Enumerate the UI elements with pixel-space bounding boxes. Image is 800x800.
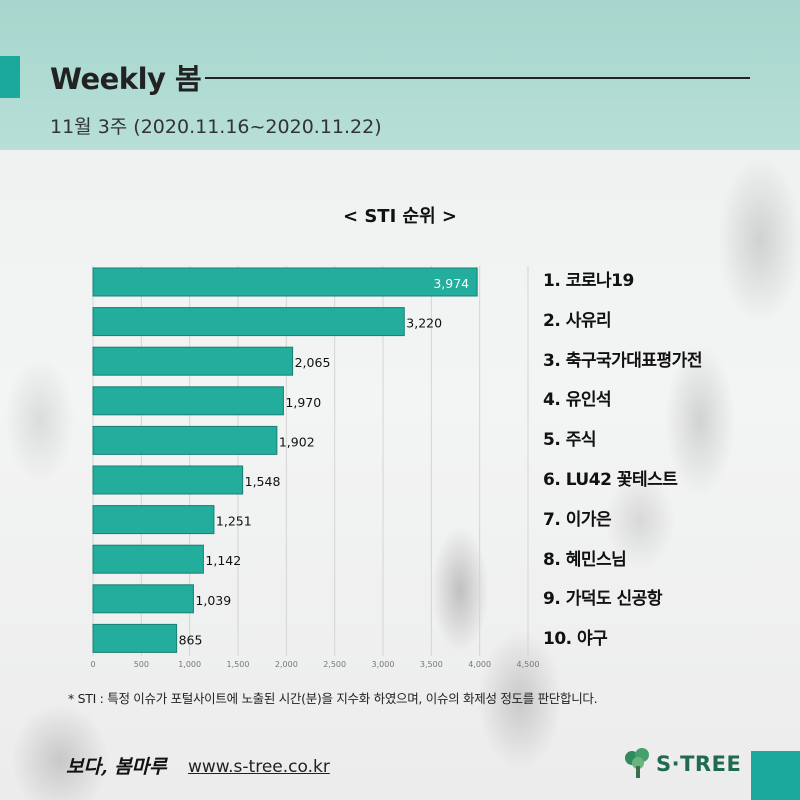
bar-value-label: 3,220	[406, 316, 442, 331]
x-tick-label: 3,500	[420, 660, 443, 669]
rank-item: 1. 코로나19	[543, 271, 634, 291]
rank-item: 10. 야구	[543, 629, 608, 650]
x-tick-label: 3,000	[372, 660, 395, 669]
rank-item: 8. 혜민스님	[543, 549, 627, 570]
bar-value-label: 1,142	[205, 553, 241, 568]
x-tick-label: 2,500	[323, 660, 346, 669]
rank-item: 6. LU42 꽃테스트	[543, 470, 678, 490]
bar-value-label: 3,974	[433, 276, 469, 291]
bar	[92, 346, 294, 376]
x-tick-label: 4,000	[468, 660, 491, 669]
rank-item: 7. 이가은	[543, 509, 612, 530]
x-tick-label: 500	[134, 660, 149, 669]
bar-value-label: 2,065	[295, 355, 331, 370]
x-tick-label: 2,000	[275, 660, 298, 669]
x-tick-label: 1,000	[178, 660, 201, 669]
rank-item: 4. 유인석	[543, 390, 612, 411]
footer-tagline: 보다, 봄마루	[66, 756, 167, 778]
chart-title: < STI 순위 >	[342, 206, 458, 227]
bar	[92, 505, 215, 535]
x-tick-label: 1,500	[227, 660, 250, 669]
footnote: * STI : 특정 이슈가 포털사이트에 노출된 시간(분)을 지수화 하였으…	[68, 691, 598, 706]
tree-icon	[625, 748, 649, 778]
rank-item: 2. 사유리	[543, 310, 612, 331]
bar	[92, 584, 194, 614]
logo-text: S·TREE	[656, 752, 742, 776]
bar-value-label: 1,970	[285, 395, 321, 410]
rank-item: 9. 가덕도 신공항	[543, 589, 662, 610]
bar	[92, 623, 178, 653]
bar-value-label: 1,039	[195, 593, 231, 608]
bar	[92, 465, 244, 495]
header-banner: Weekly 봄 11월 3주 (2020.11.16~2020.11.22)	[0, 0, 800, 150]
bar	[92, 386, 284, 416]
bar-value-label: 1,902	[279, 434, 315, 449]
sti-bar-chart: 0 500 1,000 1,500 2,000 2,500 3,000 3,500 4,000 4…	[90, 266, 540, 669]
title-divider	[205, 77, 750, 79]
x-tick-label: 0	[90, 660, 95, 669]
rank-item: 3. 축구국가대표평가전	[543, 350, 702, 371]
corner-accent	[751, 751, 800, 800]
bar	[92, 267, 478, 297]
date-range: 11월 3주 (2020.11.16~2020.11.22)	[50, 116, 382, 138]
rank-item: 5. 주식	[543, 430, 597, 451]
bar-value-label: 865	[179, 632, 203, 647]
bar	[92, 307, 405, 337]
bar	[92, 544, 204, 574]
page-title: Weekly 봄	[50, 62, 202, 96]
bar-value-label: 1,251	[216, 514, 252, 529]
header-accent-bar	[0, 56, 20, 98]
bar-value-label: 1,548	[245, 474, 281, 489]
x-tick-label: 4,500	[517, 660, 540, 669]
footer-url-link[interactable]: www.s-tree.co.kr	[188, 757, 330, 777]
bar	[92, 425, 278, 455]
